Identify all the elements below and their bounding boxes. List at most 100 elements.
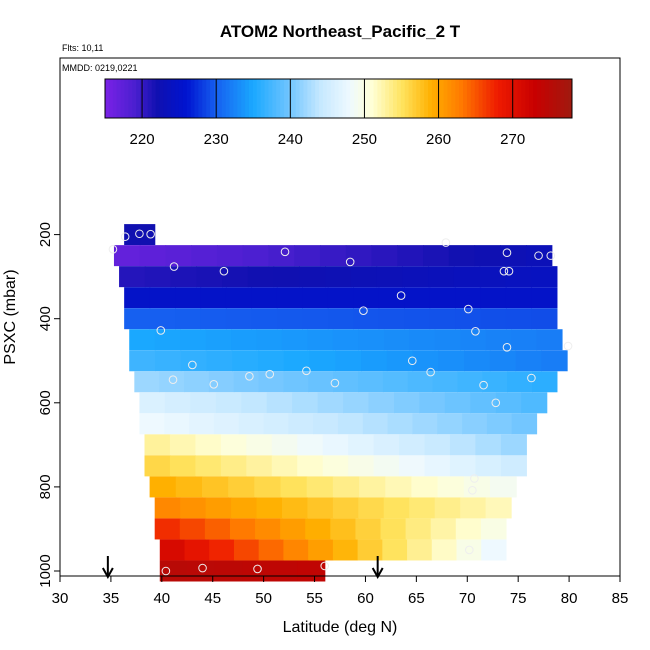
- heatmap-cell: [129, 350, 156, 372]
- heatmap-cell: [361, 350, 388, 372]
- heatmap-cell: [371, 245, 398, 267]
- colorbar-swatch: [428, 79, 433, 118]
- heatmap-cell: [242, 245, 270, 267]
- heatmap-cell: [306, 476, 334, 498]
- heatmap-cell: [412, 413, 438, 435]
- data-point: [245, 372, 254, 381]
- heatmap-cell: [409, 329, 436, 351]
- colorbar-swatch: [132, 79, 137, 118]
- data-point: [470, 474, 479, 483]
- colorbar-swatch: [221, 79, 227, 118]
- heatmap-cell: [215, 392, 242, 414]
- data-point: [198, 563, 207, 573]
- heatmap-cell: [299, 266, 326, 288]
- colorbar-tick-label: 230: [204, 131, 229, 148]
- heatmap-cell: [399, 434, 426, 456]
- heatmap-cell: [387, 413, 414, 435]
- data-point: [330, 378, 340, 388]
- colorbar-swatch: [143, 79, 149, 118]
- heatmap-cell: [407, 539, 433, 561]
- heatmap-cell: [489, 350, 517, 372]
- heatmap-cell: [228, 476, 255, 498]
- data-point: [161, 566, 171, 576]
- x-axis-label: Latitude (deg N): [283, 619, 398, 636]
- heatmap-cell: [180, 329, 207, 351]
- heatmap-cell: [242, 560, 271, 582]
- heatmap-cell: [353, 308, 380, 330]
- heatmap-cell: [294, 245, 321, 267]
- heatmap-cell: [149, 308, 176, 330]
- colorbar-swatch: [136, 79, 141, 118]
- heatmap-cell: [462, 413, 488, 435]
- heatmap-cell: [479, 266, 506, 288]
- flight-arrows: [101, 556, 384, 580]
- x-tick-label: 45: [204, 590, 221, 607]
- heatmap-cell: [382, 371, 409, 393]
- heatmap-cell: [258, 539, 285, 561]
- plot-frame: [59, 57, 621, 577]
- data-point: [345, 257, 355, 267]
- colorbar-swatch: [381, 79, 386, 118]
- heatmap-cell: [358, 329, 385, 351]
- heatmap-cell: [305, 518, 331, 540]
- heatmap-cell: [222, 266, 249, 288]
- colorbar-swatch: [108, 79, 114, 118]
- heatmap-cell: [220, 455, 247, 477]
- heatmap-cell: [256, 497, 283, 519]
- heatmap-cell: [232, 350, 259, 372]
- heatmap-cell: [164, 392, 191, 414]
- data-point: [441, 238, 451, 247]
- colorbar-swatch: [299, 79, 304, 118]
- data-point: [209, 379, 219, 389]
- colorbar-swatch: [404, 79, 410, 118]
- heatmap-cell: [231, 329, 258, 351]
- heatmap-cell: [175, 287, 202, 309]
- data-point: [546, 251, 556, 260]
- colorbar-swatch: [365, 79, 371, 118]
- colorbar-swatch: [431, 79, 437, 118]
- data-point: [359, 306, 368, 316]
- heatmap-cell: [429, 308, 456, 330]
- heatmap-cell: [159, 371, 185, 393]
- colorbar-frame: [104, 78, 573, 119]
- colorbar-swatch: [112, 79, 118, 118]
- heatmap-cell: [271, 434, 298, 456]
- heatmap-cell: [480, 308, 507, 330]
- heatmap-cell: [297, 455, 324, 477]
- colorbar-swatch: [159, 79, 164, 118]
- colorbar-swatch: [233, 79, 238, 118]
- heatmap-cell: [297, 434, 324, 456]
- heatmap-cell: [432, 371, 459, 393]
- colorbar-swatch: [435, 79, 441, 118]
- heatmap-cell: [531, 287, 558, 309]
- x-tick-label: 55: [306, 590, 323, 607]
- heatmap-cell: [423, 245, 450, 267]
- heatmap-cell: [313, 413, 339, 435]
- heatmap-cell: [430, 518, 457, 540]
- heatmap-cell: [281, 497, 309, 519]
- heatmap-cell: [474, 245, 501, 267]
- heatmap-cell: [500, 455, 527, 477]
- heatmap-cell: [251, 308, 278, 330]
- colorbar-swatch: [548, 79, 554, 118]
- heatmap-cell: [124, 224, 156, 246]
- heatmap-cell: [485, 329, 512, 351]
- colorbar-swatch: [330, 79, 336, 118]
- colorbar-swatch: [225, 79, 231, 118]
- heatmap-cell: [292, 392, 319, 414]
- observation-points: [108, 229, 573, 576]
- heatmap-cell: [238, 413, 265, 435]
- colorbar-swatch: [505, 79, 511, 118]
- heatmap-cell: [481, 539, 507, 561]
- date-label: MMDD: 0219,0221: [62, 63, 138, 73]
- data-point: [146, 229, 155, 239]
- heatmap-cell: [206, 350, 233, 372]
- colorbar-swatch: [206, 79, 211, 118]
- y-tick-label: 200: [37, 222, 54, 247]
- x-tick-label: 75: [510, 590, 527, 607]
- colorbar-swatch: [521, 79, 526, 118]
- heatmap-cell: [404, 308, 431, 330]
- colorbar-swatch: [369, 79, 375, 118]
- colorbar-tick-label: 250: [352, 131, 377, 148]
